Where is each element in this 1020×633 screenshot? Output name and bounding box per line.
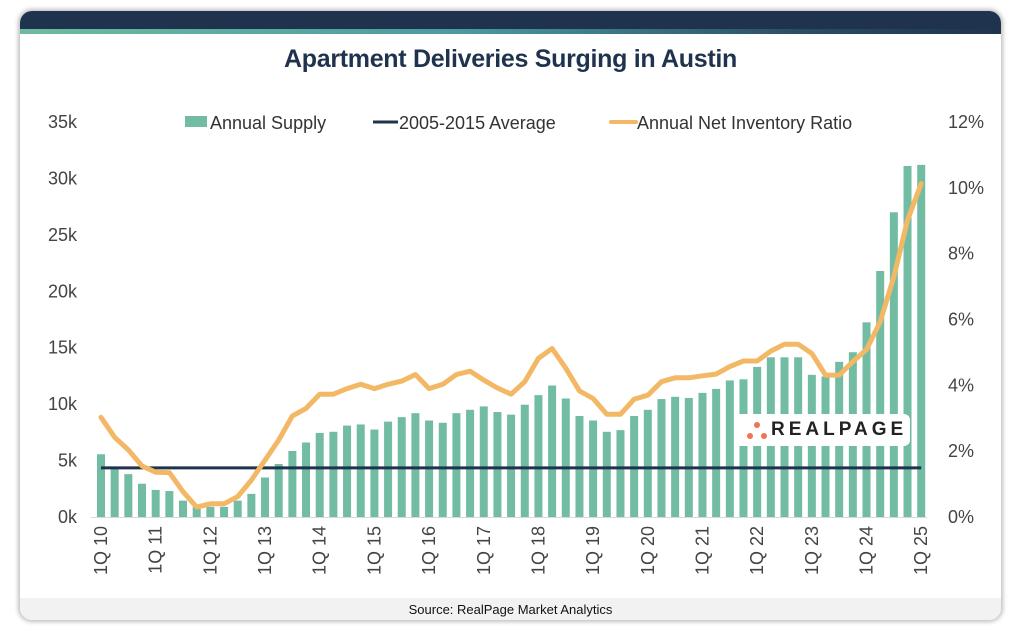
bar xyxy=(821,376,830,517)
x-tick-label: 1Q 25 xyxy=(911,526,931,575)
bar xyxy=(288,450,297,517)
header-bar xyxy=(20,11,1001,29)
legend-swatch-annual-supply xyxy=(185,116,207,127)
accent-strip xyxy=(20,29,1001,34)
realpage-dots-icon xyxy=(747,422,769,440)
y-axis-right: 0% 2% 4% 6% 8% 10% 12% xyxy=(948,112,984,527)
bar xyxy=(725,380,734,517)
bar xyxy=(534,395,543,517)
y-tick-label: 20k xyxy=(48,281,78,301)
bar xyxy=(261,477,270,517)
y2-tick-label: 4% xyxy=(948,375,974,395)
source-note: Source: RealPage Market Analytics xyxy=(408,602,613,617)
x-tick-label: 1Q 23 xyxy=(802,526,822,575)
y-tick-label: 5k xyxy=(58,451,78,471)
x-tick-label: 1Q 24 xyxy=(857,526,877,575)
bar xyxy=(356,424,365,517)
x-tick-label: 1Q 12 xyxy=(200,526,220,575)
bar xyxy=(684,397,693,517)
ratio-line xyxy=(98,181,924,510)
x-tick-label: 1Q 20 xyxy=(638,526,658,575)
legend: Annual Supply 2005-2015 Average Annual N… xyxy=(185,113,852,133)
logo-wordmark: REALPAGE xyxy=(771,419,908,440)
chart-card: Apartment Deliveries Surging in Austin S… xyxy=(20,11,1001,620)
y2-tick-label: 8% xyxy=(948,244,974,264)
y2-tick-label: 0% xyxy=(948,507,974,527)
bar xyxy=(138,483,147,517)
y2-tick-label: 2% xyxy=(948,441,974,461)
bar xyxy=(548,385,557,517)
bar xyxy=(917,164,926,517)
bar xyxy=(493,412,502,517)
bar xyxy=(411,413,420,517)
x-tick-label: 1Q 19 xyxy=(583,526,603,575)
bar xyxy=(97,454,105,517)
bar xyxy=(247,493,256,517)
bar xyxy=(739,379,748,517)
bar xyxy=(179,500,188,517)
bar xyxy=(507,414,516,517)
bar xyxy=(452,413,461,517)
bar xyxy=(165,491,174,517)
bar xyxy=(671,396,680,517)
y-tick-label: 30k xyxy=(48,168,78,188)
x-tick-label: 1Q 17 xyxy=(474,526,494,575)
x-tick-label: 1Q 15 xyxy=(364,526,384,575)
bar xyxy=(220,506,229,517)
x-tick-label: 1Q 13 xyxy=(255,526,275,575)
y-tick-label: 0k xyxy=(58,507,78,527)
bar xyxy=(561,398,570,517)
bar xyxy=(329,431,338,517)
bar xyxy=(479,406,488,517)
bar xyxy=(520,404,529,517)
bar xyxy=(876,270,885,517)
x-axis: 1Q 10 1Q 11 1Q 12 1Q 13 1Q 14 1Q 15 1Q 16 1Q 17… xyxy=(91,526,931,575)
bar-series-annual-supply xyxy=(97,164,926,518)
bar xyxy=(274,463,283,517)
bar xyxy=(657,399,666,517)
chart-title: Apartment Deliveries Surging in Austin xyxy=(283,45,738,73)
bar xyxy=(206,506,215,517)
y-axis-left: 0k 5k 10k 15k 20k 25k 30k 35k xyxy=(48,112,78,527)
x-tick-label: 1Q 22 xyxy=(747,526,767,575)
bar xyxy=(889,212,898,518)
legend-label-annual-supply: Annual Supply xyxy=(210,113,326,133)
x-tick-label: 1Q 11 xyxy=(146,526,166,574)
bar xyxy=(315,432,324,517)
y-tick-label: 10k xyxy=(48,394,78,414)
x-tick-label: 1Q 14 xyxy=(310,526,330,575)
y-tick-label: 35k xyxy=(48,112,78,132)
y2-tick-label: 12% xyxy=(948,112,984,132)
bar xyxy=(151,489,160,517)
footer-bar: Source: RealPage Market Analytics xyxy=(20,598,1001,620)
bar xyxy=(370,429,379,517)
y2-tick-label: 6% xyxy=(948,310,974,330)
y2-tick-label: 10% xyxy=(948,178,984,198)
legend-label-average: 2005-2015 Average xyxy=(399,113,556,133)
y-tick-label: 15k xyxy=(48,338,78,358)
legend-label-ratio: Annual Net Inventory Ratio xyxy=(637,113,852,133)
bar xyxy=(712,388,721,517)
bar xyxy=(643,409,652,517)
bar xyxy=(466,409,475,517)
bar xyxy=(233,500,242,517)
bar xyxy=(110,467,119,517)
bar xyxy=(698,392,707,517)
bar xyxy=(616,430,625,517)
bar xyxy=(438,422,447,517)
bar xyxy=(124,474,133,517)
realpage-logo: REALPAGE xyxy=(735,414,910,446)
y-tick-label: 25k xyxy=(48,225,78,245)
x-tick-label: 1Q 10 xyxy=(91,526,111,575)
bar xyxy=(903,166,912,517)
bar xyxy=(192,506,201,517)
x-tick-label: 1Q 16 xyxy=(419,526,439,575)
bar xyxy=(602,431,611,517)
bar xyxy=(302,442,311,517)
bar xyxy=(343,425,352,517)
x-tick-label: 1Q 18 xyxy=(528,526,548,575)
x-tick-label: 1Q 21 xyxy=(692,526,712,575)
